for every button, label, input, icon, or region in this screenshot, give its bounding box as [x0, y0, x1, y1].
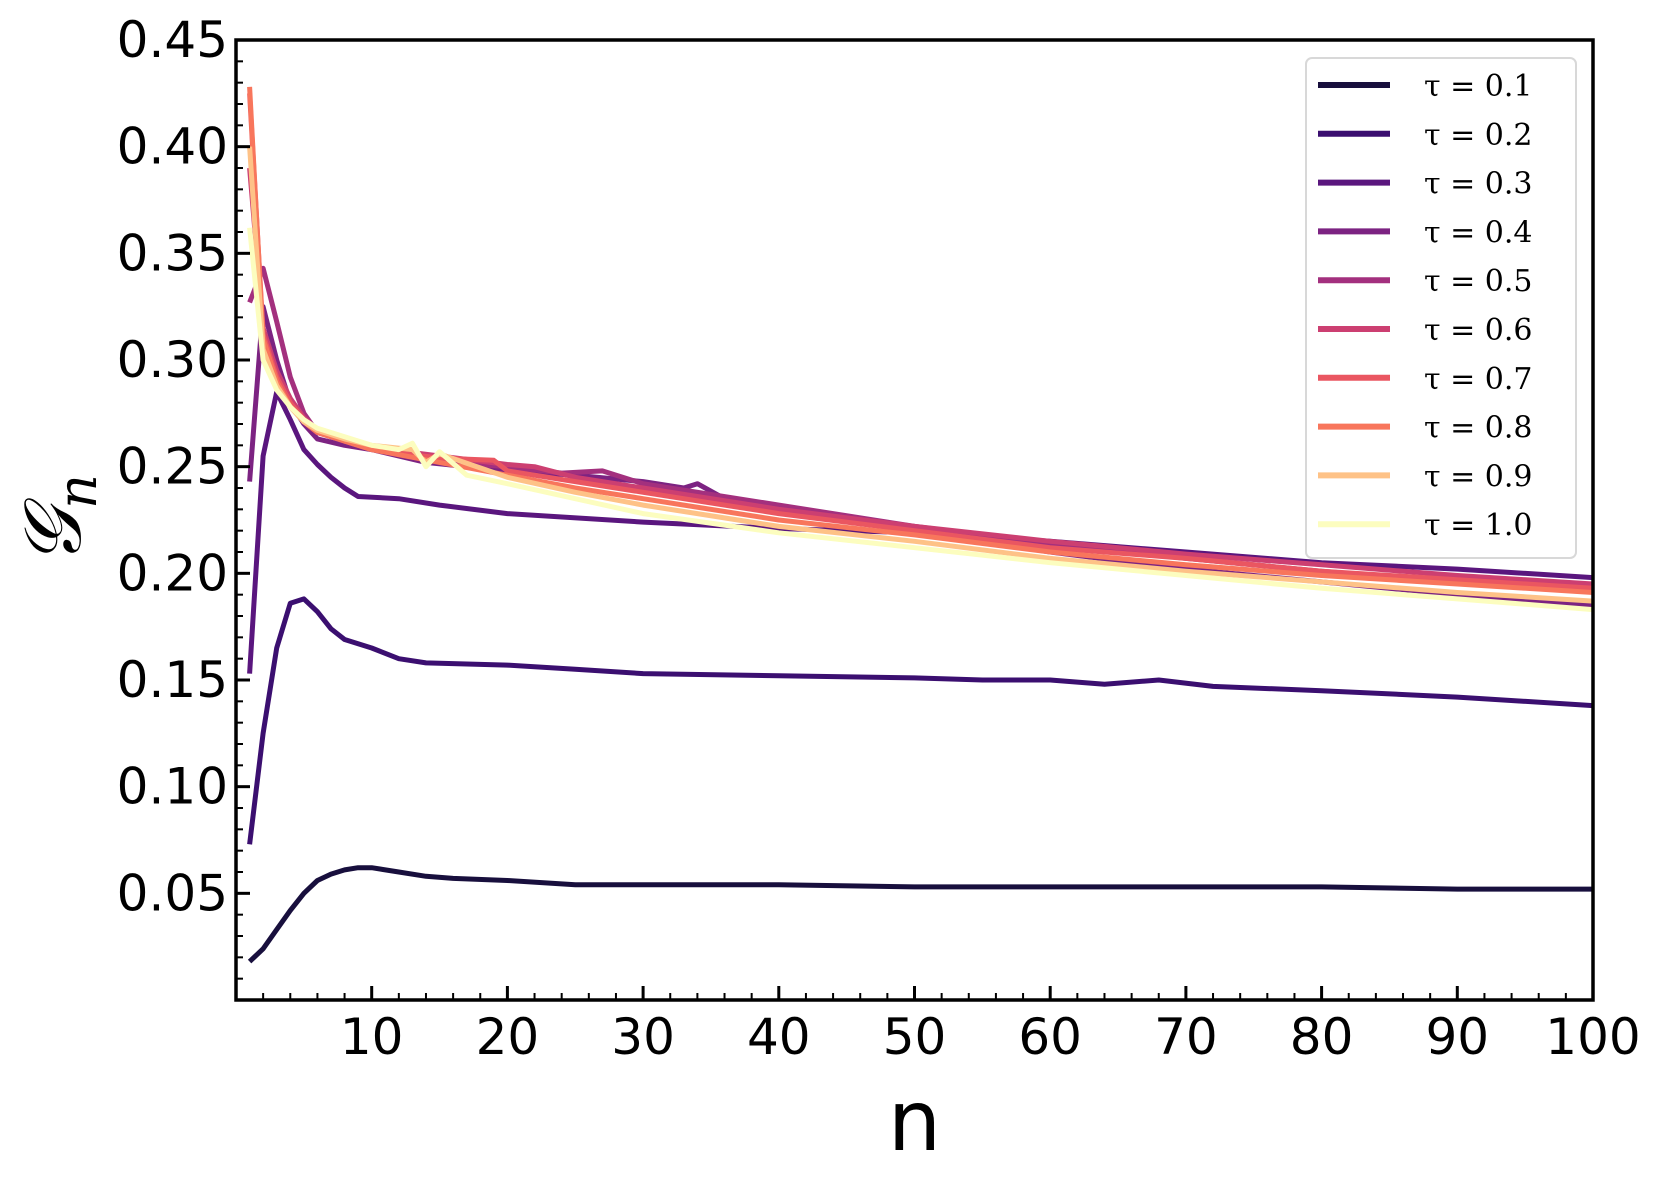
- legend-label: τ = 0.1: [1424, 69, 1533, 104]
- x-tick-label: 90: [1425, 1008, 1489, 1066]
- y-tick-label: 0.45: [117, 11, 228, 69]
- y-axis-label: 𝒢n: [6, 474, 109, 566]
- x-tick-label: 70: [1154, 1008, 1218, 1066]
- x-tick-label: 80: [1290, 1008, 1354, 1066]
- series-layer: [247, 86, 1594, 964]
- legend-label: τ = 0.2: [1424, 118, 1533, 153]
- legend-label: τ = 0.8: [1424, 411, 1533, 446]
- x-tick-label: 10: [340, 1008, 404, 1066]
- x-tick-label: 20: [476, 1008, 540, 1066]
- series-line-2: [247, 596, 1594, 845]
- legend-label: τ = 1.0: [1424, 508, 1533, 543]
- y-tick-label: 0.10: [117, 758, 228, 816]
- x-tick-label: 60: [1018, 1008, 1082, 1066]
- legend-label: τ = 0.3: [1424, 167, 1533, 202]
- x-axis-label: n: [888, 1072, 941, 1170]
- series-line-1: [247, 865, 1593, 964]
- legend-label: τ = 0.7: [1424, 362, 1533, 397]
- axis-ticks: 10 20 30 40 50 60 70 80 90 100 0.05 0.10 0.15 0.20 0.2…: [117, 11, 1641, 1066]
- y-tick-label: 0.35: [117, 224, 228, 282]
- y-tick-label: 0.40: [117, 118, 228, 176]
- legend-label: τ = 0.4: [1424, 215, 1533, 250]
- legend-label: τ = 0.5: [1424, 264, 1533, 299]
- x-tick-label: 30: [611, 1008, 675, 1066]
- x-tick-label: 100: [1545, 1008, 1640, 1066]
- y-tick-label: 0.30: [117, 331, 228, 389]
- y-tick-label: 0.20: [117, 544, 228, 602]
- legend-label: τ = 0.6: [1424, 313, 1533, 348]
- series-line-10: [247, 227, 1594, 613]
- x-tick-label: 50: [883, 1008, 947, 1066]
- y-tick-label: 0.05: [117, 864, 228, 922]
- y-tick-label: 0.15: [117, 651, 228, 709]
- legend-label: τ = 0.9: [1424, 459, 1533, 494]
- series-line-7: [247, 93, 1594, 591]
- y-axis-label-subscript: n: [46, 474, 109, 509]
- y-tick-label: 0.25: [117, 438, 228, 496]
- legend: τ = 0.1 τ = 0.2 τ = 0.3 τ = 0.4 τ = 0.5 τ = 0…: [1305, 57, 1577, 559]
- x-tick-label: 40: [747, 1008, 811, 1066]
